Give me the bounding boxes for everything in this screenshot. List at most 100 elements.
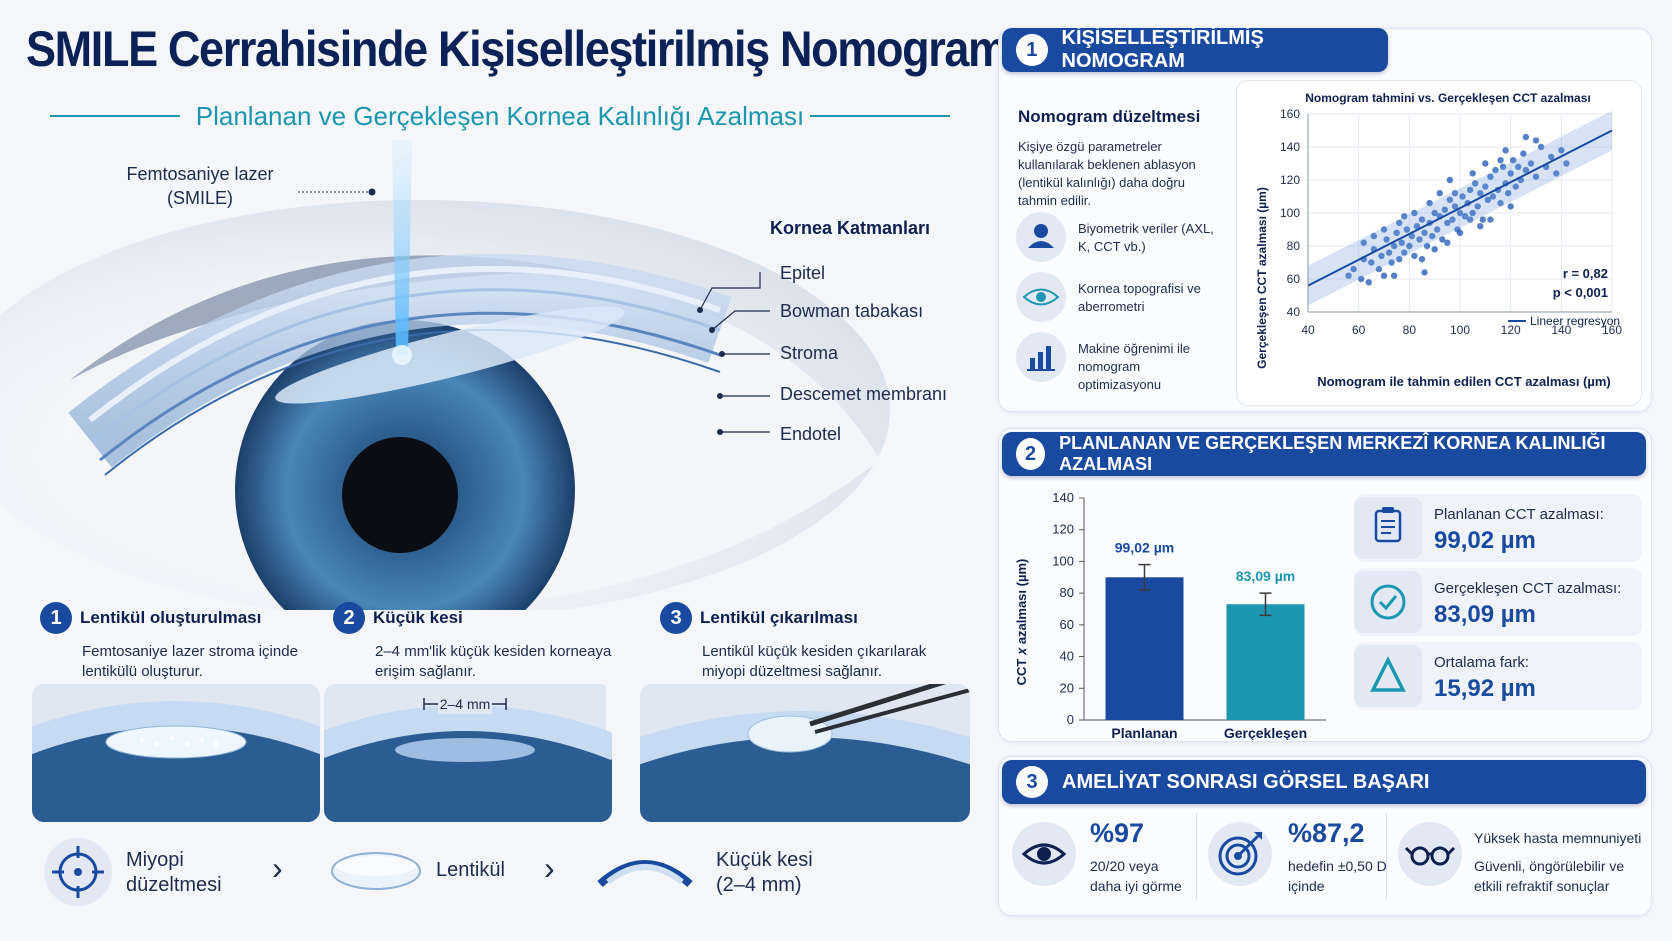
bar-chart-icon (1016, 332, 1066, 382)
step-3-title: Lentikül çıkarılması (700, 608, 858, 627)
panel-1-number: 1 (1016, 34, 1048, 66)
scatter-point (1532, 173, 1540, 180)
scatter-panel (1236, 80, 1642, 406)
delta-icon (1354, 645, 1422, 707)
scatter-chart: Nomogram tahmini vs. Gerçekleşen CCT aza… (1255, 91, 1622, 389)
scatter-point (1423, 242, 1431, 250)
scatter-point (1370, 232, 1378, 240)
panel-3-title: AMELİYAT SONRASI GÖRSEL BAŞARI (1062, 770, 1430, 793)
feature-biometric-text: Biyometrik veriler (AXL, K, CCT vb.) (1078, 221, 1214, 254)
subtitle-rule-left (50, 115, 180, 117)
scatter-point (1489, 193, 1497, 200)
scatter-point (1421, 269, 1428, 276)
scatter-point (1401, 249, 1408, 256)
incision-size-tag: 2–4 mm (440, 696, 491, 712)
regression-line (1307, 129, 1613, 287)
bar-y-tick: 20 (1060, 680, 1074, 695)
eye-icon (1012, 822, 1076, 886)
scatter-point (1497, 199, 1504, 207)
scatter-point (1396, 256, 1403, 263)
scatter-point (1436, 190, 1443, 197)
bottom-myopia: Miyopi düzeltmesi (44, 838, 304, 906)
success-satisfaction-text: Yüksek hasta memnuniyeti (1474, 830, 1642, 846)
scatter-point (1449, 216, 1456, 223)
bar-category-label: Gerçekleşen (1224, 725, 1307, 740)
scatter-point (1499, 163, 1507, 170)
scatter-point (1451, 190, 1459, 197)
scatter-point (1477, 190, 1484, 197)
scatter-point (1446, 176, 1454, 184)
subtitle: Planlanan ve Gerçekleşen Kornea Kalınlığ… (195, 101, 805, 131)
scatter-x-tick: 100 (1450, 323, 1470, 337)
scatter-point (1431, 209, 1438, 217)
scatter-y-label: Gerçekleşen CCT azalması (µm) (1255, 187, 1269, 369)
scatter-point (1553, 170, 1560, 177)
divider (1196, 812, 1197, 900)
scatter-point (1393, 229, 1400, 236)
scatter-point (1444, 239, 1451, 246)
feature-topography-text: Kornea topografisi ve aberrometri (1078, 281, 1201, 314)
scatter-point (1497, 157, 1504, 164)
bottom-lenticule: Lentikül (328, 838, 528, 900)
scatter-x-tick: 140 (1551, 323, 1571, 337)
chevron-right-icon: › (544, 850, 555, 886)
step-2-number: 2 (333, 602, 365, 634)
scatter-point (1532, 137, 1540, 144)
bar-y-tick: 40 (1060, 649, 1074, 664)
scatter-point (1444, 219, 1451, 227)
panel-2-title: PLANLANAN VE GERÇEKLEŞEN MERKEZÎ KORNEA … (1059, 433, 1606, 474)
scatter-point (1413, 223, 1421, 230)
success-satisfaction-desc: Güvenli, öngörülebilir ve etkili refrakt… (1474, 858, 1625, 894)
bar-chart: 0 20 40 60 80 100 120 140 99,02 µm 83,09 µm Plan… (1014, 490, 1326, 740)
panel-3-header: 3 AMELİYAT SONRASI GÖRSEL BAŞARI (1002, 760, 1646, 804)
bar-y-label: CCT 𝑥 azalması (µm) (1014, 559, 1029, 686)
stat-actual-label: Gerçekleşen CCT azalması: (1434, 580, 1622, 597)
scatter-point (1380, 226, 1388, 233)
panel-2-header: 2 PLANLANAN VE GERÇEKLEŞEN MERKEZÎ KORNEA… (1002, 432, 1646, 476)
panel-1-title: KİŞİSELLEŞTİRİLMİŞ NOMOGRAM (1061, 27, 1264, 72)
scatter-point (1527, 160, 1535, 167)
scatter-point (1522, 133, 1530, 141)
layer-label-endotel: Endotel (780, 424, 842, 444)
scatter-point (1396, 219, 1403, 227)
step-2-title: Küçük kesi (373, 608, 463, 627)
scatter-point (1522, 166, 1530, 174)
scatter-point (1479, 216, 1486, 223)
panel-2-number: 2 (1016, 438, 1046, 470)
scatter-point (1406, 242, 1413, 250)
scatter-point (1350, 265, 1357, 273)
scatter-point (1469, 209, 1476, 217)
bar-actual (1226, 604, 1305, 720)
scatter-point (1375, 265, 1383, 273)
target-icon (44, 838, 112, 906)
cornea-layers-title: Kornea Katmanları (770, 218, 931, 238)
step-1-desc: Femtosaniye lazer stroma içinde lentikül… (82, 643, 298, 680)
bottom-incision: Küçük kesi (2–4 mm) (594, 838, 854, 900)
glasses-icon (1398, 822, 1462, 886)
scatter-point (1398, 239, 1405, 246)
nomogram-title: Nomogram düzeltmesi (1018, 107, 1201, 126)
person-icon (1016, 212, 1066, 262)
scatter-point (1482, 160, 1489, 167)
step-3-desc: Lentikül küçük kesiden çıkarılarak miyop… (702, 643, 927, 680)
step-2-desc: 2–4 mm'lik küçük kesiden korneaya erişim… (375, 643, 612, 680)
stat-planned: Planlanan CCT azalması: 99,02 µm (1354, 494, 1642, 562)
scatter-point (1504, 190, 1512, 197)
scatter-y-tick: 40 (1287, 305, 1301, 319)
scatter-point (1466, 186, 1474, 194)
success-target-text: hedefin ±0,50 D içinde (1288, 858, 1387, 894)
bar-y-tick: 80 (1060, 585, 1074, 600)
scatter-point (1537, 143, 1545, 151)
scatter-y-tick: 120 (1280, 173, 1300, 187)
scatter-point (1380, 272, 1388, 279)
chevron-right-icon: › (272, 850, 283, 886)
scatter-x-tick: 40 (1301, 323, 1315, 337)
scatter-point (1474, 203, 1481, 210)
step-3-number: 3 (660, 602, 692, 634)
bar-y-tick: 100 (1052, 553, 1074, 568)
subtitle-rule-right (810, 115, 950, 117)
bar-y-tick: 0 (1067, 712, 1074, 727)
scatter-x-tick: 80 (1403, 323, 1417, 337)
bottom-myopia-text: Miyopi düzeltmesi (126, 849, 222, 896)
stat-difference-label: Ortalama fark: (1434, 654, 1530, 671)
